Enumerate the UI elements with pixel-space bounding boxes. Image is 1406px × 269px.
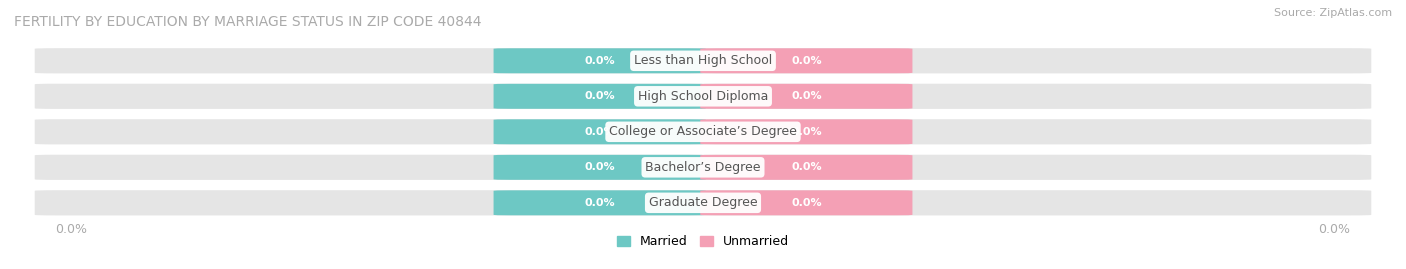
Text: FERTILITY BY EDUCATION BY MARRIAGE STATUS IN ZIP CODE 40844: FERTILITY BY EDUCATION BY MARRIAGE STATU… (14, 15, 482, 29)
FancyBboxPatch shape (700, 119, 912, 144)
Text: 0.0%: 0.0% (1319, 224, 1351, 236)
FancyBboxPatch shape (35, 155, 1371, 180)
Legend: Married, Unmarried: Married, Unmarried (612, 230, 794, 253)
FancyBboxPatch shape (700, 190, 912, 215)
Text: 0.0%: 0.0% (792, 127, 821, 137)
Text: 0.0%: 0.0% (585, 198, 614, 208)
Text: 0.0%: 0.0% (55, 224, 87, 236)
Text: 0.0%: 0.0% (792, 91, 821, 101)
Text: Graduate Degree: Graduate Degree (648, 196, 758, 209)
Text: 0.0%: 0.0% (792, 162, 821, 172)
FancyBboxPatch shape (494, 84, 706, 109)
FancyBboxPatch shape (700, 48, 912, 73)
FancyBboxPatch shape (494, 190, 706, 215)
FancyBboxPatch shape (700, 84, 912, 109)
Text: 0.0%: 0.0% (585, 56, 614, 66)
FancyBboxPatch shape (35, 48, 1371, 73)
Text: Bachelor’s Degree: Bachelor’s Degree (645, 161, 761, 174)
Text: College or Associate’s Degree: College or Associate’s Degree (609, 125, 797, 138)
FancyBboxPatch shape (35, 119, 1371, 144)
Text: Source: ZipAtlas.com: Source: ZipAtlas.com (1274, 8, 1392, 18)
FancyBboxPatch shape (35, 84, 1371, 109)
FancyBboxPatch shape (494, 119, 706, 144)
Text: High School Diploma: High School Diploma (638, 90, 768, 103)
FancyBboxPatch shape (700, 155, 912, 180)
Text: 0.0%: 0.0% (792, 198, 821, 208)
FancyBboxPatch shape (35, 190, 1371, 215)
FancyBboxPatch shape (494, 48, 706, 73)
Text: 0.0%: 0.0% (585, 91, 614, 101)
Text: 0.0%: 0.0% (585, 162, 614, 172)
Text: Less than High School: Less than High School (634, 54, 772, 67)
FancyBboxPatch shape (494, 155, 706, 180)
Text: 0.0%: 0.0% (792, 56, 821, 66)
Text: 0.0%: 0.0% (585, 127, 614, 137)
